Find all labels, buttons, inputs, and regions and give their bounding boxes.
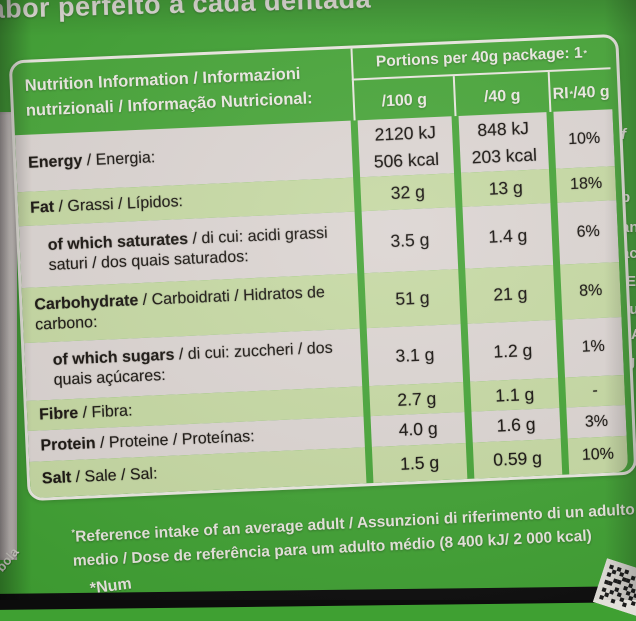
value-ri: 3% xyxy=(566,405,626,439)
value-per40g: 1.2 g xyxy=(468,320,558,382)
reference-intake-footnote: *Reference intake of an average adult / … xyxy=(71,498,636,574)
value-per40g: 1.6 g xyxy=(471,408,560,443)
value-per100g: 32 g xyxy=(360,173,455,211)
value-ri: 10% xyxy=(568,436,629,475)
datamatrix-code xyxy=(591,558,636,621)
row-label-text: of which sugars / di cui: zuccheri / dos… xyxy=(52,338,357,390)
column-header-ri: RI* /40 g xyxy=(548,69,613,112)
value-per40g: 848 kJ 203 kcal xyxy=(459,112,549,173)
row-label-text: Salt / Sale / Sal: xyxy=(42,465,158,490)
value-ri: 1% xyxy=(563,317,624,378)
value-ri: 10% xyxy=(553,109,614,169)
row-label-text: Protein / Proteine / Proteínas: xyxy=(40,427,255,456)
nutrition-table-inner: Nutrition Information / Informazioni nut… xyxy=(12,37,628,498)
row-label-text: Energy / Energia: xyxy=(28,148,156,173)
value-per40g: 1.1 g xyxy=(470,378,559,412)
nutrition-table: Nutrition Information / Informazioni nut… xyxy=(9,34,636,501)
row-label-text: of which saturates / di cui: acidi grass… xyxy=(47,223,352,275)
value-per100g: 4.0 g xyxy=(371,412,466,447)
ri-label: RI xyxy=(552,85,569,104)
portions-text: Portions per 40g package: 1 xyxy=(376,44,583,71)
value-per100g: 2.7 g xyxy=(369,382,464,416)
value-per40g: 13 g xyxy=(461,169,550,207)
value-ri: 18% xyxy=(556,166,616,203)
table-body: Energy / Energia: 2120 kJ 506 kcal 848 k… xyxy=(15,109,628,498)
column-header-per100g: /100 g xyxy=(352,76,455,120)
value-ri: 6% xyxy=(557,200,619,265)
column-header-per40g: /40 g xyxy=(453,72,550,116)
value-per100g: 51 g xyxy=(364,269,460,328)
ri-unit: /40 g xyxy=(573,83,610,103)
value-per100g: 1.5 g xyxy=(372,443,467,483)
package-tagline: sabor perfeito a cada dentada xyxy=(0,0,371,26)
value-per100g: 3.5 g xyxy=(362,207,459,273)
row-label-text: Fibre / Fibra: xyxy=(39,402,133,426)
edge-fragment: f xyxy=(621,126,636,143)
value-per100g: 2120 kJ 506 kcal xyxy=(358,116,454,177)
row-label-text: Carbohydrate / Carboidrati / Hidratos de… xyxy=(34,282,355,335)
row-label-text: Fat / Grassi / Lípidos: xyxy=(30,192,184,218)
value-per40g: 1.4 g xyxy=(462,203,553,269)
value-per40g: 0.59 g xyxy=(473,439,562,479)
value-per40g: 21 g xyxy=(465,265,555,324)
value-per100g: 3.1 g xyxy=(367,324,463,386)
value-ri: 8% xyxy=(560,262,621,320)
package-photo: { "tagline": "sabor perfeito a cada dent… xyxy=(0,0,636,600)
value-ri: - xyxy=(565,375,625,408)
